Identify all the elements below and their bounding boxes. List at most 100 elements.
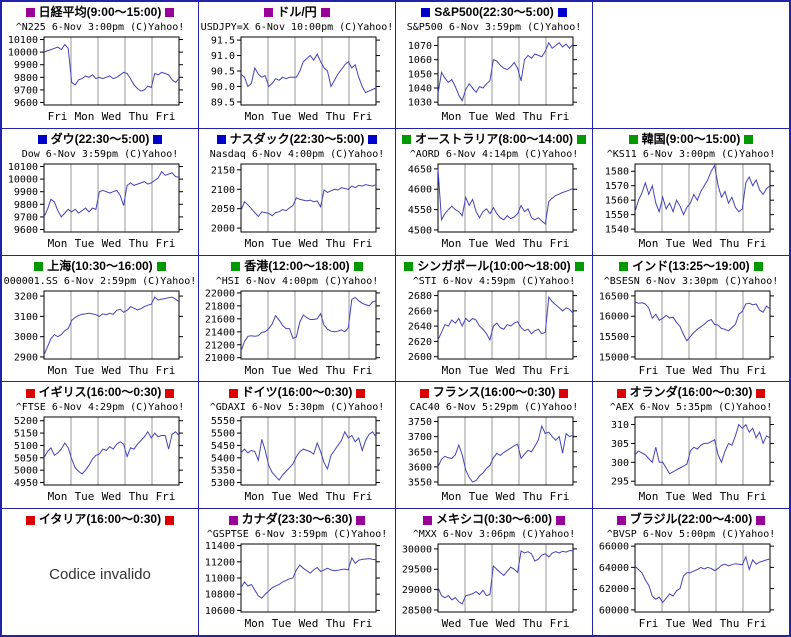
y-axis-label: 5500: [211, 429, 235, 440]
chart-australia[interactable]: 4650 4600 4550 4500 Mon Tue Wed Thu Fri: [396, 161, 592, 253]
x-axis-day-label: Wed: [102, 364, 122, 377]
chart-india[interactable]: 16500 16000 15500 15000 Fri Tue Wed Thu Fri: [593, 288, 789, 380]
y-axis-label: 10800: [205, 590, 235, 601]
plot-border: [437, 543, 574, 613]
chart-netherlands[interactable]: 310 305 300 295 Mon Tue Wed Thu Fri: [593, 414, 789, 506]
cell-uk: イギリス(16:00～0:30) ^FTSE 6-Nov 4:29pm (C)Ya…: [2, 382, 198, 509]
title-marker-icon: [353, 261, 363, 271]
x-axis-day-label: Fri: [353, 490, 373, 503]
title-marker-icon: [264, 8, 274, 18]
x-axis-day-label: Wed: [693, 490, 713, 503]
x-axis-day-label: Wed: [299, 364, 319, 377]
chart-title-australia: オーストラリア(8:00～14:00): [396, 131, 592, 148]
y-axis-label: 1580: [605, 167, 629, 178]
price-line: [240, 183, 377, 218]
chart-subtitle: ^N225 6-Nov 3:00pm (C)Yahoo!: [15, 22, 185, 33]
y-axis-label: 300: [611, 458, 629, 469]
x-axis-day-label: Wed: [693, 364, 713, 377]
y-axis-label: 305: [611, 439, 629, 450]
x-axis-day-label: Fri: [353, 617, 373, 630]
price-line: [240, 52, 377, 94]
chart-usd-jpy[interactable]: 91.5 91.0 90.5 90.0 89.5 Mon Tue Wed Thu Fri: [199, 34, 395, 126]
x-axis-day-label: Fri: [550, 237, 570, 250]
x-axis-day-label: Tue: [469, 364, 489, 377]
chart-canada[interactable]: 11400 11200 11000 10800 10600 Mon Tue Wed Thu Fri: [199, 541, 395, 633]
plot-border: [43, 36, 180, 106]
chart-subtitle: ^GSPTSE 6-Nov 3:59pm (C)Yahoo!: [206, 529, 388, 541]
chart-title-sp500: S&P500(22:30～5:00): [396, 4, 592, 21]
x-axis-day-label: Fri: [550, 364, 570, 377]
cell-nasdaq: ナスダック(22:30～5:00) Nasdaq 6-Nov 4:00pm (C)…: [199, 128, 395, 255]
x-axis-day-label: Fri: [353, 110, 373, 123]
x-axis-day-label: Wed: [102, 237, 122, 250]
chart-title-text: インド(13:25～19:00): [632, 258, 750, 273]
y-axis-label: 3750: [408, 417, 432, 428]
y-axis-label: 10000: [8, 48, 38, 59]
y-axis-label: 2000: [211, 223, 235, 234]
chart-brazil[interactable]: 66000 64000 62000 60000 Fri Tue Wed Thu Fri: [593, 541, 789, 633]
y-axis-label: 16000: [599, 311, 629, 322]
x-axis-day-label: Wed: [496, 617, 516, 630]
x-axis-day-label: Thu: [720, 617, 740, 630]
chart-korea[interactable]: 1580 1570 1560 1550 1540 Mon Tue Wed Thu Fri: [593, 161, 789, 253]
title-marker-icon: [557, 8, 567, 18]
title-marker-icon: [228, 388, 238, 398]
x-axis-day-label: Mon: [639, 490, 659, 503]
y-axis-label: 1560: [605, 195, 629, 206]
chart-hongkong[interactable]: 22000 21800 21600 21400 21200 21000 Mon Tue Wed T…: [199, 288, 395, 380]
x-axis-day-label: Wed: [299, 617, 319, 630]
y-axis-label: 5050: [14, 454, 38, 465]
x-axis-day-label: Thu: [129, 110, 149, 123]
y-axis-label: 28500: [402, 606, 432, 617]
price-line: [634, 424, 771, 475]
title-marker-icon: [320, 8, 330, 18]
chart-subtitle: ^AEX 6-Nov 5:35pm (C)Yahoo!: [609, 402, 773, 414]
title-marker-icon: [356, 388, 366, 398]
chart-title-text: イタリア(16:00～0:30): [38, 512, 162, 527]
chart-title-text: S&P500(22:30～5:00): [434, 5, 554, 19]
chart-title-nikkei: 日経平均(9:00～15:00): [2, 4, 198, 21]
y-axis-label: 2620: [408, 337, 432, 348]
plot-border: [240, 290, 377, 360]
price-line: [43, 295, 180, 355]
price-line: [43, 431, 180, 475]
y-axis-label: 11400: [205, 541, 235, 552]
y-axis-label: 3650: [408, 448, 432, 459]
chart-mexico[interactable]: 30000 29500 29000 28500 Wed Tue Wed Thu Fri: [396, 541, 592, 633]
chart-subtitle: USDJPY=X 6-Nov 10:00pm (C)Yahoo!: [200, 22, 394, 33]
x-axis-day-label: Tue: [272, 617, 292, 630]
chart-title-shanghai: 上海(10:30～16:00): [2, 258, 198, 275]
chart-subtitle: Nasdaq 6-Nov 4:00pm (C)Yahoo!: [209, 148, 385, 160]
x-axis-day-label: Wed: [102, 490, 122, 503]
x-axis-day-label: Mon: [48, 364, 68, 377]
chart-shanghai[interactable]: 3200 3100 3000 2900 Mon Tue Wed Thu Fri: [2, 288, 198, 380]
price-line: [43, 43, 180, 92]
cell-canada: カナダ(23:30～6:30) ^GSPTSE 6-Nov 3:59pm (C)Y…: [199, 509, 395, 635]
x-axis-day-label: Thu: [129, 364, 149, 377]
chart-france[interactable]: 3750 3700 3650 3600 3550 Mon Tue Wed Thu Fri: [396, 414, 592, 506]
chart-title-netherlands: オランダ(16:00～0:30): [593, 384, 789, 401]
cell-sp500: S&P500(22:30～5:00) S&P500 6-Nov 3:59pm (C…: [396, 2, 592, 128]
x-axis-day-label: Fri: [747, 617, 767, 630]
x-axis-day-label: Mon: [48, 237, 68, 250]
y-axis-label: 4600: [408, 185, 432, 196]
chart-nasdaq[interactable]: 2150 2100 2050 2000 Mon Tue Wed Thu Fri: [199, 161, 395, 253]
chart-singapore[interactable]: 2680 2660 2640 2620 2600 Mon Tue Wed Thu Fri: [396, 288, 592, 380]
x-axis-day-label: Wed: [299, 490, 319, 503]
cell-germany: ドイツ(16:00～0:30) ^GDAXI 6-Nov 5:30pm (C)Ya…: [199, 382, 395, 509]
price-line: [437, 550, 574, 605]
cell-australia: オーストラリア(8:00～14:00) ^AORD 6-Nov 4:14pm (C…: [396, 128, 592, 255]
chart-sp500[interactable]: 1070 1060 1050 1040 1030 Mon Tue Wed Thu Fri: [396, 34, 592, 126]
title-marker-icon: [25, 8, 35, 18]
y-axis-label: 5400: [211, 454, 235, 465]
x-axis-day-label: Thu: [326, 490, 346, 503]
title-marker-icon: [401, 135, 411, 145]
y-axis-label: 4500: [408, 225, 432, 236]
title-marker-icon: [753, 261, 763, 271]
x-axis-day-label: Tue: [666, 490, 686, 503]
cell-usd-jpy: ドル/円 USDJPY=X 6-Nov 10:00pm (C)Yahoo! 91.5…: [199, 2, 395, 128]
